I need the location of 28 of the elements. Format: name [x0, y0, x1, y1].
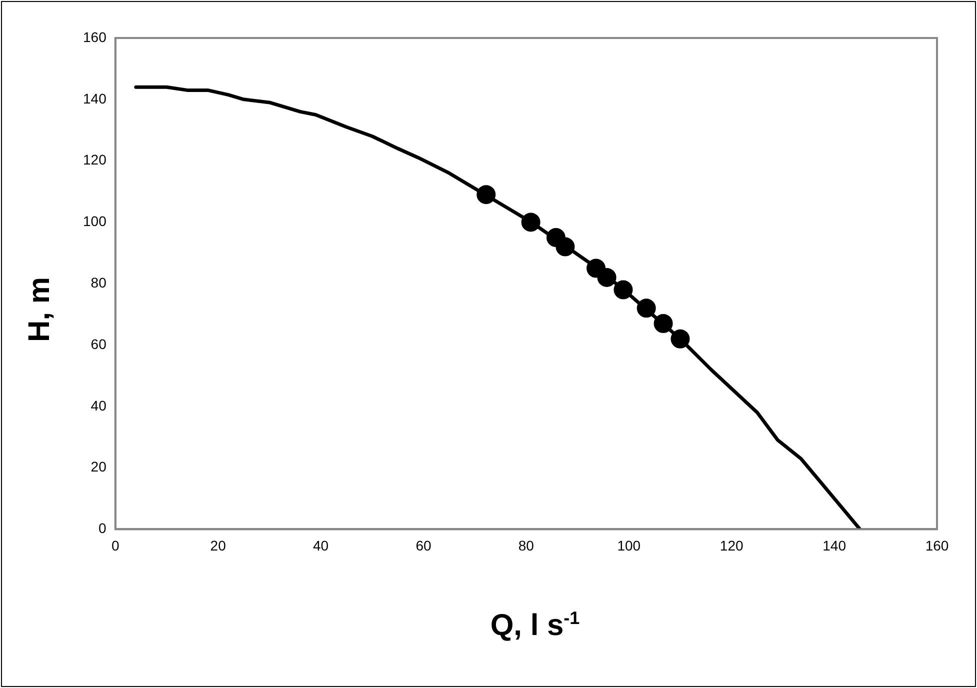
y-tick-label: 80	[90, 274, 107, 290]
point	[636, 298, 656, 318]
x-tick-label: 20	[210, 537, 226, 554]
point	[597, 268, 616, 287]
y-tick-label: 20	[90, 458, 107, 475]
x-tick-label: 120	[720, 537, 744, 554]
x-tick-label: 0	[111, 537, 120, 554]
y-tick-label: 100	[83, 213, 107, 230]
point	[476, 185, 496, 204]
point	[670, 329, 690, 348]
x-tick-label: 40	[312, 537, 329, 554]
y-tick-label: 0	[98, 520, 107, 536]
x-tick-label: 160	[925, 537, 949, 554]
y-tick-label: 160	[83, 28, 107, 45]
point	[556, 237, 575, 256]
x-axis-title: Q, l s$^{-1}$	[489, 608, 581, 643]
y-tick-label: 140	[83, 90, 107, 106]
x-tick-label: 80	[518, 537, 534, 554]
y-tick-label: 120	[83, 152, 107, 168]
y-axis-title: H, m	[23, 276, 57, 342]
point	[654, 314, 673, 334]
x-tick-label: 100	[617, 537, 641, 554]
y-tick-label: 40	[90, 397, 107, 414]
point	[614, 280, 633, 300]
x-tick-label: 140	[822, 537, 846, 554]
point	[521, 212, 540, 232]
y-tick-label: 60	[90, 336, 107, 352]
x-tick-label: 60	[416, 537, 432, 554]
